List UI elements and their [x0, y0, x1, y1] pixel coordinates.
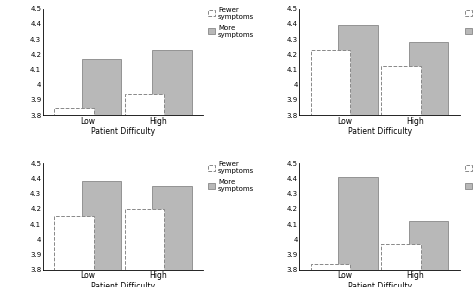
Bar [381, 244, 420, 270]
X-axis label: Patient Difficulty: Patient Difficulty [347, 282, 411, 287]
Bar [152, 186, 191, 270]
Bar [125, 94, 164, 115]
Bar [338, 25, 378, 115]
Bar [409, 42, 448, 115]
Legend: Fewer
symptoms, More
symptoms: Fewer symptoms, More symptoms [465, 7, 474, 38]
Legend: Fewer
symptoms, More
symptoms: Fewer symptoms, More symptoms [208, 7, 254, 38]
X-axis label: Patient Difficulty: Patient Difficulty [91, 282, 155, 287]
Bar [381, 67, 420, 115]
Legend: Fewer
symptoms, More
symptoms: Fewer symptoms, More symptoms [208, 161, 254, 192]
Bar [54, 108, 93, 115]
Bar [409, 221, 448, 270]
Bar [125, 209, 164, 270]
X-axis label: Patient Difficulty: Patient Difficulty [91, 127, 155, 136]
Bar [311, 50, 350, 115]
Bar [152, 50, 191, 115]
Bar [82, 59, 121, 115]
Bar [82, 181, 121, 270]
Bar [54, 216, 93, 270]
Bar [311, 264, 350, 270]
Legend: Fewer
symptoms, More
symptoms: Fewer symptoms, More symptoms [465, 161, 474, 192]
Bar [338, 177, 378, 270]
X-axis label: Patient Difficulty: Patient Difficulty [347, 127, 411, 136]
